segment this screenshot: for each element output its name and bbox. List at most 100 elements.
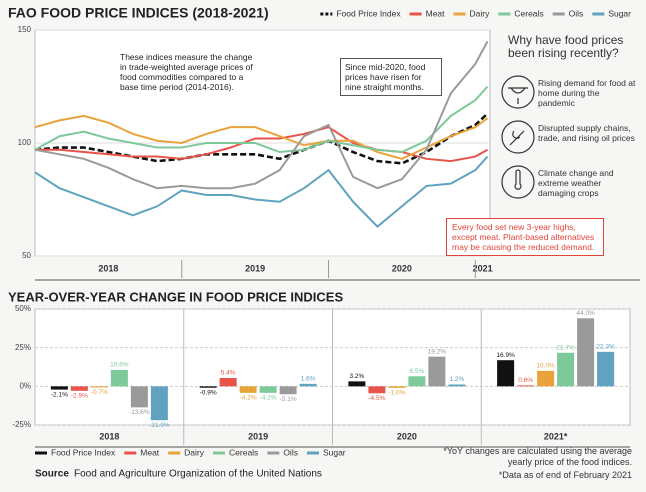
y-tick-label: 50 <box>22 251 31 260</box>
bar <box>299 383 317 387</box>
y-tick-label: -25% <box>12 420 31 429</box>
legend-label: Dairy <box>184 447 205 457</box>
bar <box>50 386 68 390</box>
x-tick-label: 2020 <box>397 431 417 441</box>
annotation: Every food set new 3-year highs, except … <box>446 218 604 256</box>
bar <box>110 369 128 387</box>
bar <box>408 376 426 387</box>
bar <box>368 386 386 394</box>
icon <box>501 75 535 109</box>
value-label: -5.1% <box>280 396 297 403</box>
legend-label: Oils <box>569 8 584 18</box>
x-tick-label: 2018 <box>98 263 118 273</box>
value-label: -13.6% <box>129 409 150 416</box>
legend-label: Meat <box>426 8 446 18</box>
legend-label: Cereals <box>229 447 258 457</box>
x-tick-label: 2019 <box>245 263 265 273</box>
bar <box>279 386 297 395</box>
y-tick-label: 0% <box>19 381 31 390</box>
icon <box>501 165 535 199</box>
bar <box>70 386 88 391</box>
value-label: -21.9% <box>149 422 170 429</box>
value-label: 16.9% <box>496 352 515 359</box>
bar <box>219 377 237 387</box>
value-label: 21.7% <box>556 344 575 351</box>
bar <box>199 386 217 388</box>
panel-title: Why have food prices been rising recentl… <box>508 33 624 60</box>
legend-label: Meat <box>140 447 160 457</box>
line-series <box>34 155 489 228</box>
icons <box>501 75 535 199</box>
bar <box>259 386 277 393</box>
icon <box>514 169 522 190</box>
bar <box>597 351 615 387</box>
legend-label: Sugar <box>608 8 631 18</box>
x-tick-label: 2018 <box>99 431 119 441</box>
bar <box>90 386 108 388</box>
footnote: *YoY changes are calculated using the av… <box>443 446 632 467</box>
value-label: 6.5% <box>409 368 424 375</box>
bar <box>577 318 595 387</box>
annotation: Since mid-2020, food prices have risen f… <box>340 58 442 96</box>
bar <box>239 386 257 393</box>
source-label: Source <box>35 469 69 480</box>
bar <box>388 386 406 388</box>
legend-label: Oils <box>283 447 298 457</box>
footnote: *Data as of end of February 2021 <box>498 470 632 480</box>
legend-label: Cereals <box>514 8 543 18</box>
value-label: 0.6% <box>518 377 533 384</box>
legend-label: Dairy <box>470 8 491 18</box>
value-label: -4.2% <box>240 395 257 402</box>
value-label: 44.0% <box>576 310 595 317</box>
legend-label: Sugar <box>323 447 346 457</box>
y-tick-label: 50% <box>15 304 31 313</box>
bar <box>537 370 555 387</box>
line-series <box>34 85 489 154</box>
bar <box>497 360 515 387</box>
bar <box>557 352 575 387</box>
y-tick-label: 100 <box>18 138 32 147</box>
panel-item: Rising demand for food at home during th… <box>538 78 636 108</box>
panel-item: Climate change and extreme weather damag… <box>538 168 614 198</box>
icon <box>501 120 535 154</box>
icon <box>509 130 525 146</box>
value-label: -4.5% <box>368 395 385 402</box>
chart-title: YEAR-OVER-YEAR CHANGE IN FOOD PRICE INDI… <box>8 289 343 304</box>
value-label: -4.2% <box>260 395 277 402</box>
value-label: 19.2% <box>428 348 447 355</box>
line-series <box>34 40 489 190</box>
value-label: 10.0% <box>536 363 555 370</box>
bar <box>517 385 535 387</box>
value-label: -0.9% <box>200 389 217 396</box>
annotation: These indices measure the change in trad… <box>120 52 253 92</box>
legend-label: Food Price Index <box>51 447 116 457</box>
bar <box>130 386 148 408</box>
value-label: -2.9% <box>71 393 88 400</box>
x-tick-label: 2019 <box>248 431 268 441</box>
chart-title: FAO FOOD PRICE INDICES (2018-2021) <box>8 5 269 21</box>
value-label: -2.1% <box>51 391 68 398</box>
bar <box>150 386 168 421</box>
value-label: 10.6% <box>110 362 129 369</box>
value-label: 22.3% <box>596 344 615 351</box>
bar <box>448 384 466 387</box>
bar <box>348 381 366 387</box>
x-tick-label: 2021 <box>473 263 493 273</box>
value-label: 5.4% <box>221 370 236 377</box>
value-label: 3.2% <box>349 373 364 380</box>
line-series <box>34 114 489 160</box>
x-tick-label: 2021* <box>544 431 568 441</box>
icon <box>508 87 528 104</box>
y-tick-label: 25% <box>15 343 31 352</box>
value-label: 1.2% <box>449 376 464 383</box>
value-label: 1.6% <box>301 376 316 383</box>
x-tick-label: 2020 <box>392 263 412 273</box>
source-text: Food and Agriculture Organization of the… <box>74 469 322 480</box>
value-label: -0.7% <box>91 389 108 396</box>
legend-label: Food Price Index <box>336 8 401 18</box>
value-label: -1.0% <box>388 390 405 397</box>
bar <box>428 356 446 387</box>
panel-item: Disrupted supply chains, trade, and risi… <box>538 123 635 143</box>
y-tick-label: 150 <box>18 25 32 34</box>
